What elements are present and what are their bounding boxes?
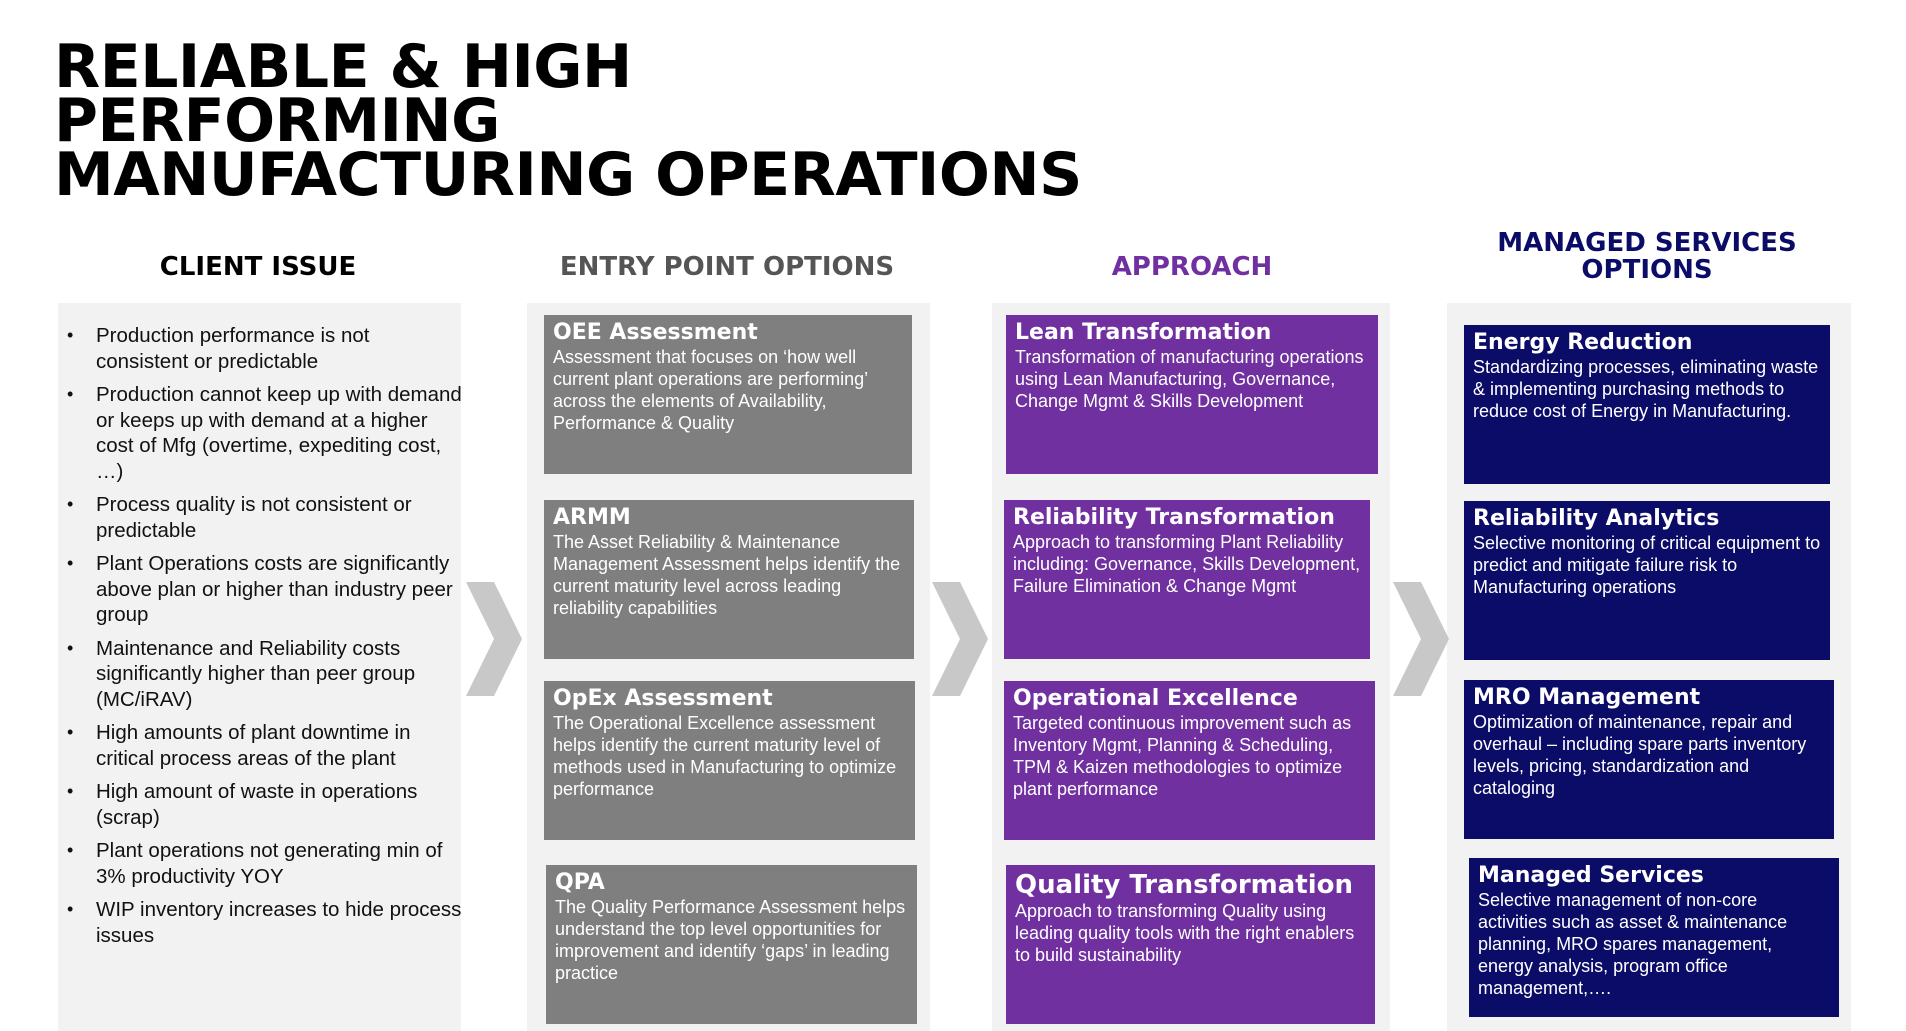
list-item: WIP inventory increases to hide process … bbox=[67, 897, 467, 948]
card-description: Optimization of maintenance, repair and … bbox=[1473, 712, 1807, 798]
list-item: Maintenance and Reliability costs signif… bbox=[67, 636, 467, 713]
card-description: Standardizing processes, eliminating was… bbox=[1473, 357, 1819, 421]
card-description: Selective monitoring of critical equipme… bbox=[1473, 533, 1821, 597]
approach-card-lean-transformation: Lean Transformation Transformation of ma… bbox=[1006, 315, 1378, 474]
client-issue-heading: CLIENT ISSUE bbox=[159, 252, 357, 282]
approach-card-reliability-transformation: Reliability Transformation Approach to t… bbox=[1004, 500, 1370, 659]
list-item: Process quality is not consistent or pre… bbox=[67, 492, 467, 543]
card-description: Approach to transforming Quality using l… bbox=[1015, 901, 1355, 965]
approach-heading: APPROACH bbox=[1111, 252, 1273, 282]
chevron-right-icon bbox=[466, 582, 522, 696]
client-issue-list: Production performance is not consistent… bbox=[67, 323, 467, 956]
managed-services-heading: MANAGED SERVICES OPTIONS bbox=[1447, 230, 1847, 284]
card-title: Reliability Transformation bbox=[1013, 505, 1335, 530]
card-description: Assessment that focuses on ‘how well cur… bbox=[553, 347, 868, 433]
managed-heading-line-1: MANAGED SERVICES bbox=[1497, 228, 1797, 258]
managed-card-reliability-analytics: Reliability Analytics Selective monitori… bbox=[1464, 501, 1830, 660]
card-title: OpEx Assessment bbox=[553, 686, 773, 711]
title-line-2: PERFORMING bbox=[54, 86, 500, 156]
approach-card-quality-transformation: Quality Transformation Approach to trans… bbox=[1006, 865, 1375, 1024]
card-description: The Asset Reliability & Maintenance Mana… bbox=[553, 532, 901, 618]
card-title: Quality Transformation bbox=[1015, 870, 1353, 900]
card-description: The Quality Performance Assessment helps… bbox=[555, 897, 906, 983]
entry-card-qpa: QPA The Quality Performance Assessment h… bbox=[546, 865, 917, 1024]
card-description: Targeted continuous improvement such as … bbox=[1013, 713, 1352, 799]
card-title: MRO Management bbox=[1473, 685, 1701, 710]
card-description: Transformation of manufacturing operatio… bbox=[1015, 347, 1364, 411]
list-item: High amounts of plant downtime in critic… bbox=[67, 720, 467, 771]
managed-card-managed-services: Managed Services Selective management of… bbox=[1469, 858, 1839, 1017]
managed-heading-line-2: OPTIONS bbox=[1581, 255, 1713, 285]
card-description: Selective management of non-core activit… bbox=[1478, 890, 1788, 998]
page-title: RELIABLE & HIGH PERFORMING MANUFACTURING… bbox=[54, 32, 1082, 210]
list-item: High amount of waste in operations (scra… bbox=[67, 779, 467, 830]
entry-points-heading: ENTRY POINT OPTIONS bbox=[559, 252, 895, 282]
managed-card-energy-reduction: Energy Reduction Standardizing processes… bbox=[1464, 325, 1830, 484]
card-title: QPA bbox=[555, 870, 605, 895]
card-title: Energy Reduction bbox=[1473, 330, 1693, 355]
card-title: Operational Excellence bbox=[1013, 686, 1298, 711]
chevron-right-icon bbox=[1393, 582, 1449, 696]
title-line-3: MANUFACTURING OPERATIONS bbox=[54, 140, 1082, 210]
list-item: Production performance is not consistent… bbox=[67, 323, 467, 374]
entry-card-oee-assessment: OEE Assessment Assessment that focuses o… bbox=[544, 315, 912, 474]
card-title: Managed Services bbox=[1478, 863, 1704, 888]
list-item: Plant operations not generating min of 3… bbox=[67, 838, 467, 889]
entry-card-opex-assessment: OpEx Assessment The Operational Excellen… bbox=[544, 681, 915, 840]
title-line-1: RELIABLE & HIGH bbox=[54, 32, 632, 102]
list-item: Production cannot keep up with demand or… bbox=[67, 382, 467, 484]
managed-card-mro-management: MRO Management Optimization of maintenan… bbox=[1464, 680, 1834, 839]
entry-card-armm: ARMM The Asset Reliability & Maintenance… bbox=[544, 500, 914, 659]
card-title: ARMM bbox=[553, 505, 631, 530]
approach-card-operational-excellence: Operational Excellence Targeted continuo… bbox=[1004, 681, 1375, 840]
card-description: Approach to transforming Plant Reliabili… bbox=[1013, 532, 1361, 596]
card-title: Lean Transformation bbox=[1015, 320, 1272, 345]
card-title: Reliability Analytics bbox=[1473, 506, 1720, 531]
list-item: Plant Operations costs are significantly… bbox=[67, 551, 467, 628]
card-title: OEE Assessment bbox=[553, 320, 758, 345]
card-description: The Operational Excellence assessment he… bbox=[553, 713, 897, 799]
chevron-right-icon bbox=[932, 582, 988, 696]
